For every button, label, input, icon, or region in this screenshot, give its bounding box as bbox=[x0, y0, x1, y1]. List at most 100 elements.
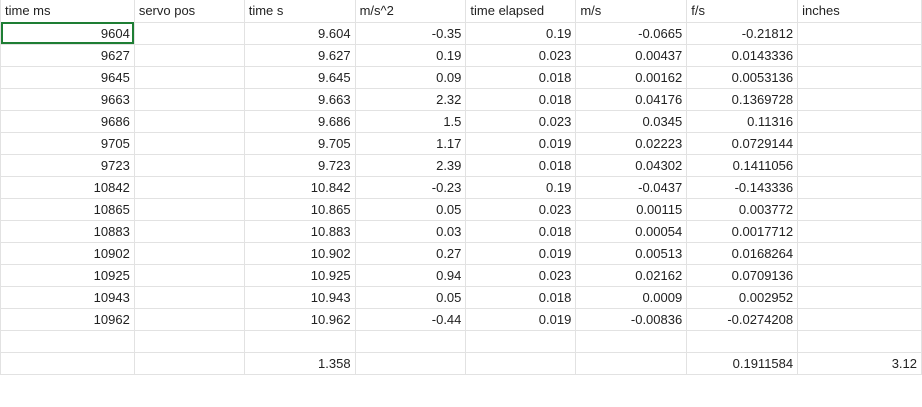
cell-servo-pos[interactable] bbox=[134, 176, 245, 199]
cell-time-ms[interactable]: 10865 bbox=[0, 198, 135, 221]
cell-velocity-fs[interactable]: -0.0274208 bbox=[686, 308, 799, 331]
cell-acceleration[interactable]: 0.03 bbox=[355, 220, 467, 243]
cell-servo-pos[interactable] bbox=[134, 242, 245, 265]
cell-time-s[interactable]: 9.723 bbox=[244, 154, 356, 177]
cell-inches[interactable] bbox=[797, 44, 922, 67]
cell-velocity-fs[interactable]: 0.0053136 bbox=[686, 66, 799, 89]
cell-time-elapsed[interactable]: 0.018 bbox=[465, 88, 577, 111]
cell-velocity-fs[interactable]: 0.0709136 bbox=[686, 264, 799, 287]
cell-empty[interactable] bbox=[575, 330, 688, 353]
cell-inches[interactable] bbox=[797, 132, 922, 155]
cell-time-ms[interactable]: 10883 bbox=[0, 220, 135, 243]
cell-header-acceleration[interactable]: m/s^2 bbox=[355, 0, 467, 23]
cell-total-velocity-fs[interactable]: 0.1911584 bbox=[686, 352, 799, 375]
cell-servo-pos[interactable] bbox=[134, 88, 245, 111]
cell-acceleration[interactable]: 0.05 bbox=[355, 198, 467, 221]
cell-acceleration[interactable]: -0.35 bbox=[355, 22, 467, 45]
cell-servo-pos[interactable] bbox=[134, 44, 245, 67]
cell-velocity-ms[interactable]: 0.0345 bbox=[575, 110, 688, 133]
cell-time-s[interactable]: 9.686 bbox=[244, 110, 356, 133]
cell-time-s[interactable]: 9.663 bbox=[244, 88, 356, 111]
cell-empty[interactable] bbox=[0, 330, 135, 353]
cell-header-inches[interactable]: inches bbox=[797, 0, 922, 23]
cell-time-ms[interactable]: 9663 bbox=[0, 88, 135, 111]
cell-velocity-ms[interactable]: 0.00437 bbox=[575, 44, 688, 67]
cell-time-s[interactable]: 10.962 bbox=[244, 308, 356, 331]
cell-inches[interactable] bbox=[797, 176, 922, 199]
cell-time-ms[interactable]: 9645 bbox=[0, 66, 135, 89]
cell-empty[interactable] bbox=[797, 330, 922, 353]
cell-time-elapsed[interactable]: 0.019 bbox=[465, 308, 577, 331]
cell-velocity-fs[interactable]: 0.11316 bbox=[686, 110, 799, 133]
cell-inches[interactable] bbox=[797, 308, 922, 331]
cell-total-time-ms[interactable] bbox=[0, 352, 135, 375]
cell-header-velocity-fs[interactable]: f/s bbox=[686, 0, 799, 23]
cell-acceleration[interactable]: 0.27 bbox=[355, 242, 467, 265]
cell-acceleration[interactable]: 0.05 bbox=[355, 286, 467, 309]
cell-velocity-ms[interactable]: 0.04302 bbox=[575, 154, 688, 177]
cell-empty[interactable] bbox=[686, 330, 799, 353]
cell-inches[interactable] bbox=[797, 242, 922, 265]
cell-acceleration[interactable]: 2.39 bbox=[355, 154, 467, 177]
cell-time-elapsed[interactable]: 0.019 bbox=[465, 132, 577, 155]
cell-velocity-fs[interactable]: -0.143336 bbox=[686, 176, 799, 199]
cell-inches[interactable] bbox=[797, 286, 922, 309]
cell-time-ms[interactable]: 9604 bbox=[0, 22, 135, 45]
cell-acceleration[interactable]: 0.19 bbox=[355, 44, 467, 67]
cell-velocity-ms[interactable]: -0.0437 bbox=[575, 176, 688, 199]
cell-time-s[interactable]: 9.645 bbox=[244, 66, 356, 89]
cell-time-ms[interactable]: 9705 bbox=[0, 132, 135, 155]
cell-empty[interactable] bbox=[244, 330, 356, 353]
cell-time-ms[interactable]: 10842 bbox=[0, 176, 135, 199]
cell-total-inches[interactable]: 3.12 bbox=[797, 352, 922, 375]
cell-velocity-ms[interactable]: 0.00513 bbox=[575, 242, 688, 265]
cell-time-s[interactable]: 10.865 bbox=[244, 198, 356, 221]
cell-velocity-fs[interactable]: 0.0017712 bbox=[686, 220, 799, 243]
cell-velocity-fs[interactable]: -0.21812 bbox=[686, 22, 799, 45]
cell-servo-pos[interactable] bbox=[134, 132, 245, 155]
cell-time-s[interactable]: 10.943 bbox=[244, 286, 356, 309]
cell-time-s[interactable]: 9.604 bbox=[244, 22, 356, 45]
cell-header-velocity-ms[interactable]: m/s bbox=[575, 0, 688, 23]
cell-acceleration[interactable]: 0.09 bbox=[355, 66, 467, 89]
cell-time-elapsed[interactable]: 0.023 bbox=[465, 198, 577, 221]
cell-inches[interactable] bbox=[797, 154, 922, 177]
cell-velocity-ms[interactable]: 0.0009 bbox=[575, 286, 688, 309]
cell-total-time-s[interactable]: 1.358 bbox=[244, 352, 356, 375]
cell-header-servo-pos[interactable]: servo pos bbox=[134, 0, 245, 23]
cell-time-ms[interactable]: 10925 bbox=[0, 264, 135, 287]
cell-time-s[interactable]: 10.842 bbox=[244, 176, 356, 199]
cell-acceleration[interactable]: 1.17 bbox=[355, 132, 467, 155]
cell-velocity-fs[interactable]: 0.1369728 bbox=[686, 88, 799, 111]
cell-total-servo-pos[interactable] bbox=[134, 352, 245, 375]
cell-time-elapsed[interactable]: 0.023 bbox=[465, 264, 577, 287]
cell-acceleration[interactable]: -0.44 bbox=[355, 308, 467, 331]
cell-time-s[interactable]: 10.883 bbox=[244, 220, 356, 243]
cell-servo-pos[interactable] bbox=[134, 110, 245, 133]
cell-velocity-fs[interactable]: 0.0143336 bbox=[686, 44, 799, 67]
cell-velocity-ms[interactable]: 0.00054 bbox=[575, 220, 688, 243]
cell-velocity-fs[interactable]: 0.003772 bbox=[686, 198, 799, 221]
cell-time-elapsed[interactable]: 0.018 bbox=[465, 286, 577, 309]
cell-time-elapsed[interactable]: 0.023 bbox=[465, 44, 577, 67]
cell-time-s[interactable]: 10.902 bbox=[244, 242, 356, 265]
cell-velocity-fs[interactable]: 0.002952 bbox=[686, 286, 799, 309]
cell-servo-pos[interactable] bbox=[134, 198, 245, 221]
cell-velocity-ms[interactable]: -0.00836 bbox=[575, 308, 688, 331]
cell-velocity-ms[interactable]: -0.0665 bbox=[575, 22, 688, 45]
cell-time-ms[interactable]: 9627 bbox=[0, 44, 135, 67]
cell-empty[interactable] bbox=[465, 330, 577, 353]
cell-servo-pos[interactable] bbox=[134, 220, 245, 243]
cell-time-ms[interactable]: 10902 bbox=[0, 242, 135, 265]
cell-servo-pos[interactable] bbox=[134, 154, 245, 177]
cell-time-ms[interactable]: 9723 bbox=[0, 154, 135, 177]
cell-velocity-ms[interactable]: 0.00162 bbox=[575, 66, 688, 89]
cell-empty[interactable] bbox=[355, 330, 467, 353]
cell-time-ms[interactable]: 9686 bbox=[0, 110, 135, 133]
cell-inches[interactable] bbox=[797, 220, 922, 243]
cell-total-time-elapsed[interactable] bbox=[465, 352, 577, 375]
cell-velocity-ms[interactable]: 0.00115 bbox=[575, 198, 688, 221]
cell-velocity-ms[interactable]: 0.02223 bbox=[575, 132, 688, 155]
cell-header-time-s[interactable]: time s bbox=[244, 0, 356, 23]
cell-inches[interactable] bbox=[797, 110, 922, 133]
